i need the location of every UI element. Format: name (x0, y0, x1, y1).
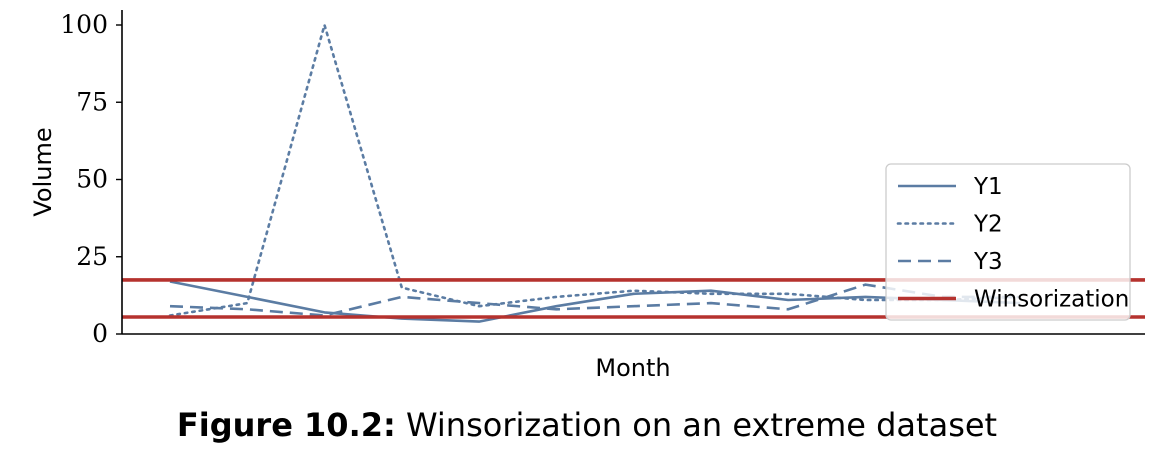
line-chart: 0 25 50 75 100 Volume Month Y1 Y2 Y3 Winsorizat… (29, 10, 1145, 382)
y-tick-label: 0 (92, 319, 108, 348)
figure-label: Figure 10.2: (176, 406, 396, 444)
series-line-y3 (169, 283, 1020, 317)
legend-label-y2: Y2 (973, 212, 1003, 238)
figure-caption: Figure 10.2: Winsorization on an extreme… (0, 406, 1174, 444)
y-tick-label: 50 (76, 165, 108, 194)
y-tick-label: 75 (76, 87, 108, 116)
legend-label-y1: Y1 (973, 174, 1003, 200)
series-line-y1 (169, 280, 1021, 323)
y-tick-label: 100 (60, 10, 108, 39)
legend-box (885, 163, 1131, 321)
legend-label-y3: Y3 (973, 249, 1003, 275)
x-axis-label: Month (595, 354, 670, 382)
y-tick-label: 25 (76, 242, 108, 271)
y-axis-label: Volume (29, 127, 57, 216)
series-line-y2 (168, 23, 1022, 317)
legend-label-winsorization: Winsorization (974, 287, 1129, 313)
y-axis-ticks: 0 25 50 75 100 (60, 10, 122, 348)
legend: Y1 Y2 Y3 Winsorization (885, 163, 1131, 321)
figure-text: Winsorization on an extreme dataset (405, 406, 998, 444)
